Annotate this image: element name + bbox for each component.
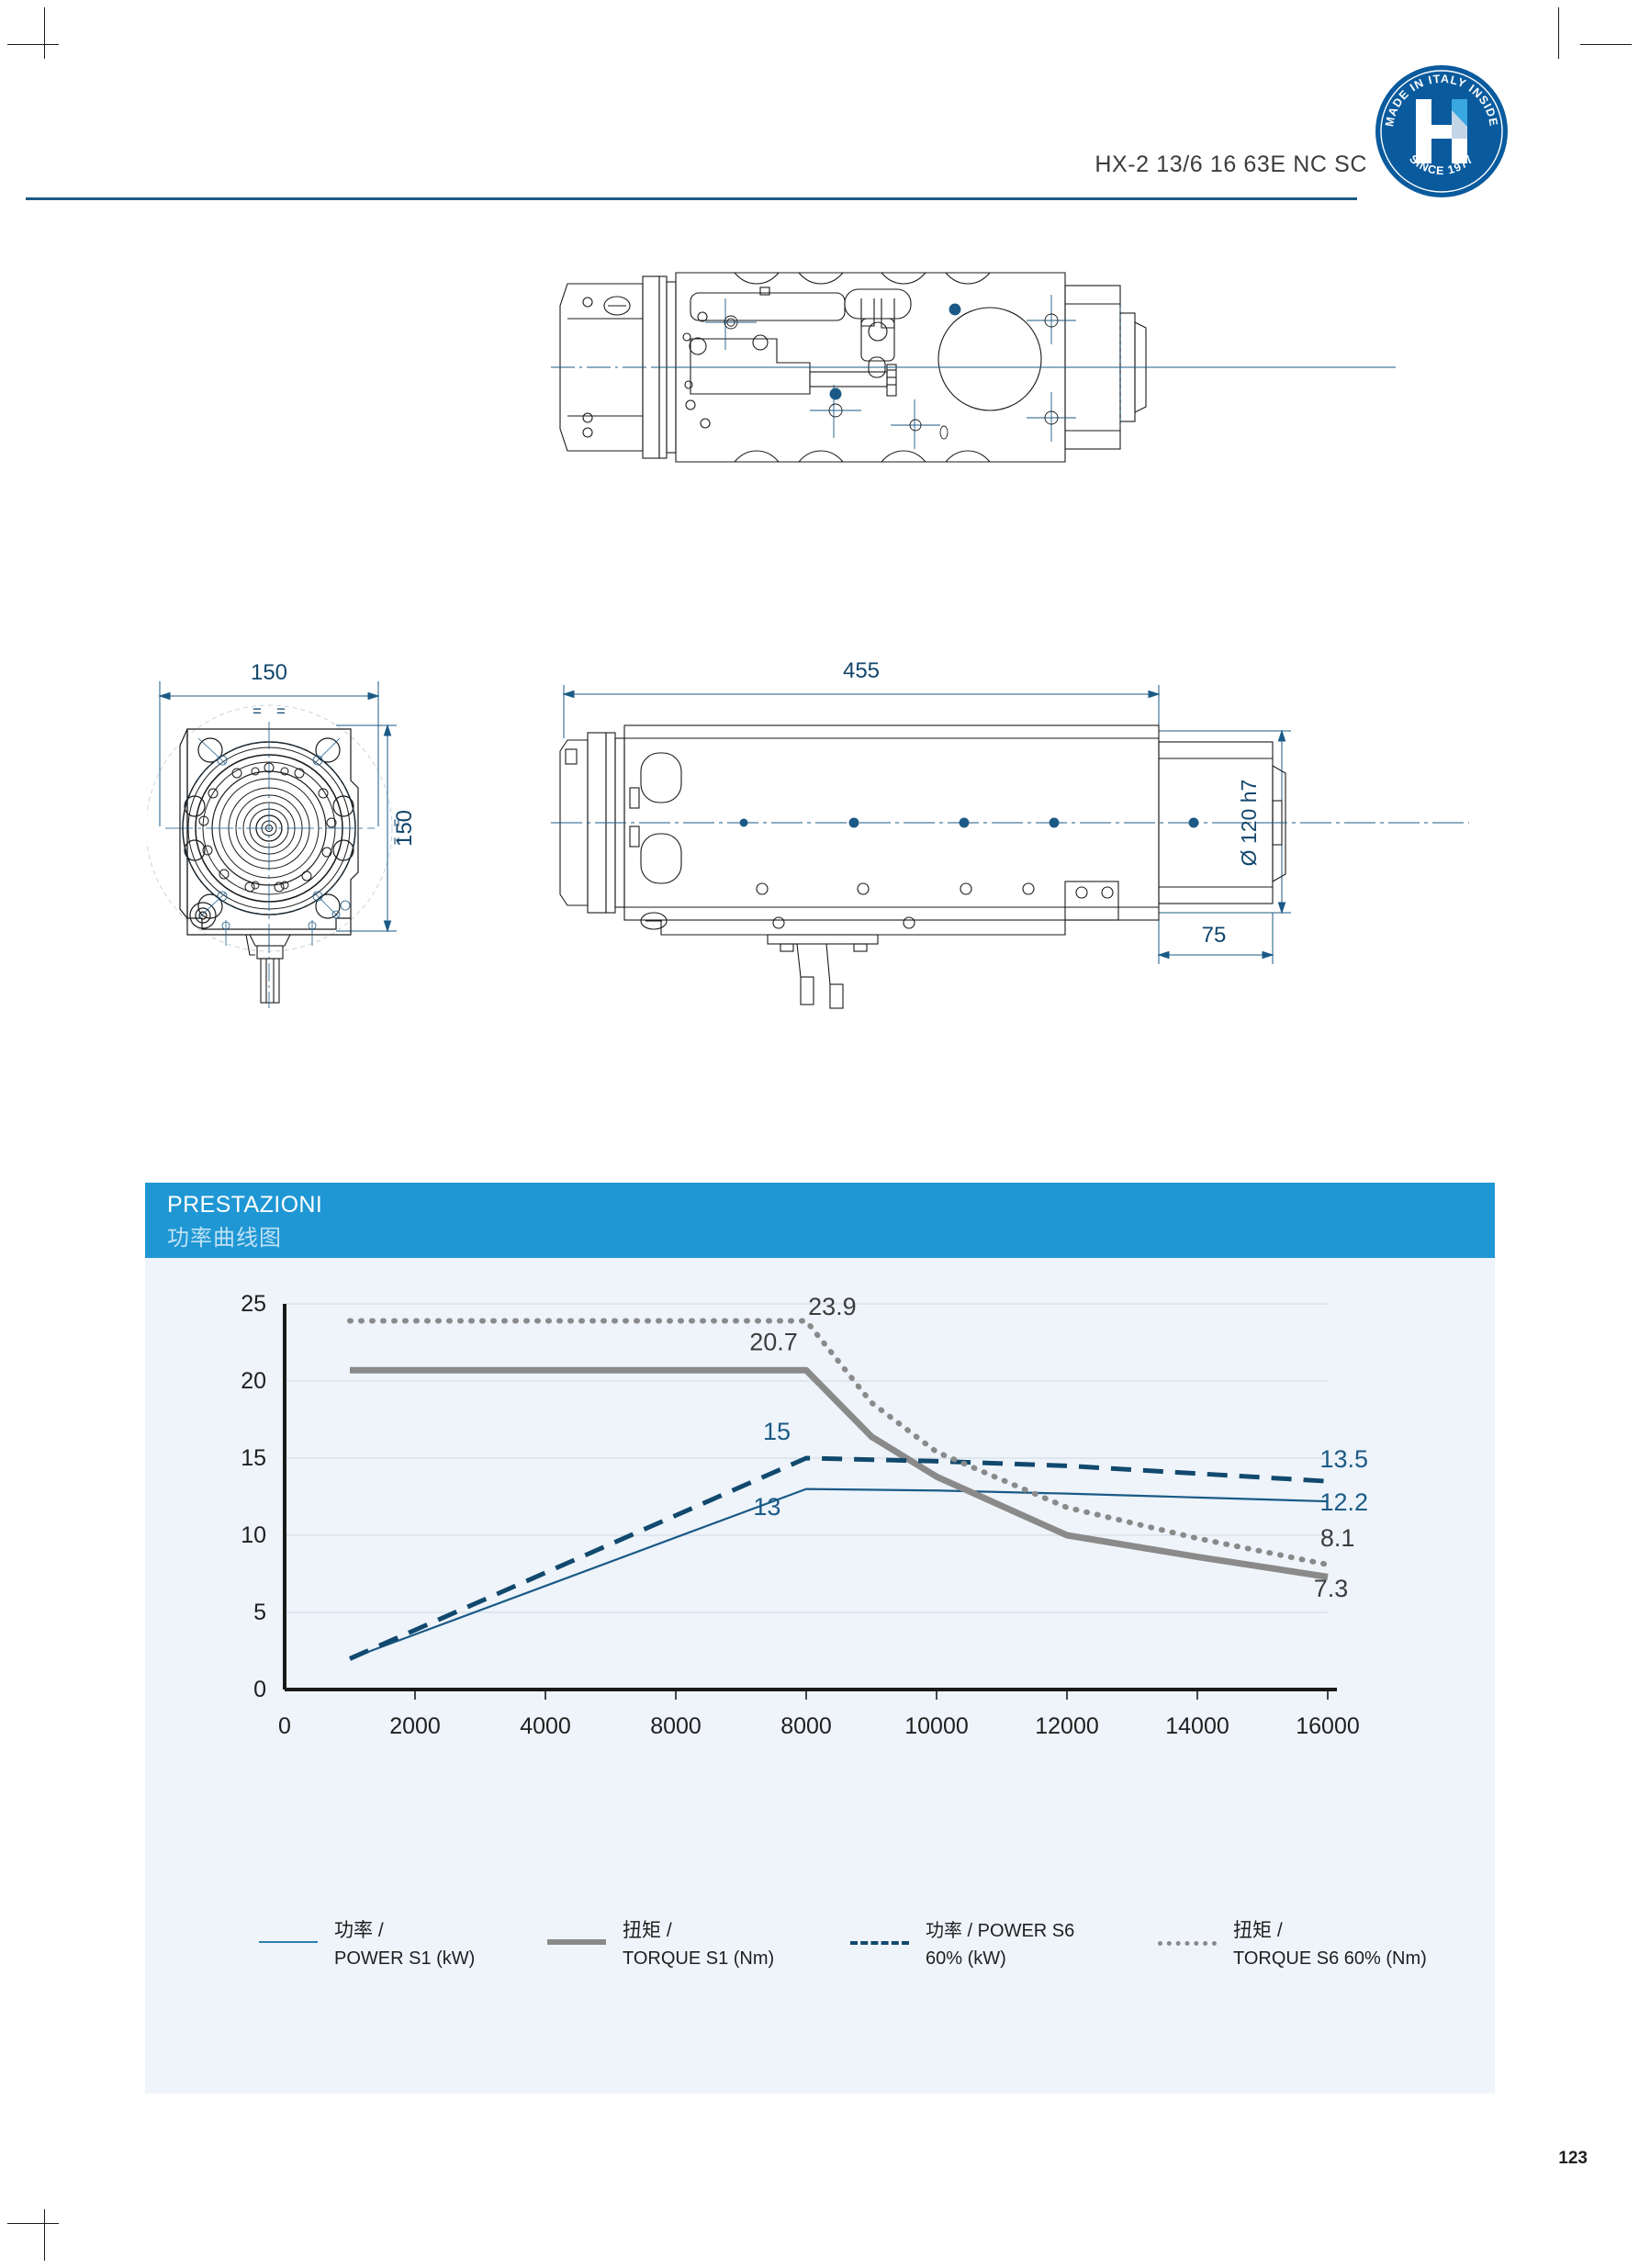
chart-series-line <box>349 1488 1329 1660</box>
chart-value-label: 8.1 <box>1320 1524 1355 1552</box>
performance-panel: PRESTAZIONI 功率曲线图 0 5 10 15 20 25 0 2000 4000 800… <box>145 1183 1495 2094</box>
chart-value-label: 15 <box>763 1418 791 1445</box>
legend-label-en-3: TORQUE S6 60% (Nm) <box>1233 1948 1427 1969</box>
x-tick-label: 0 <box>278 1713 291 1739</box>
performance-title-it: PRESTAZIONI <box>167 1192 323 1218</box>
spindle-top-section-view <box>551 262 1396 473</box>
chart-value-label: 13 <box>753 1493 780 1521</box>
sym-mark-left: = <box>253 702 262 720</box>
x-tick-label: 8000 <box>780 1713 832 1739</box>
sym-mark-v-top: = <box>389 818 405 826</box>
y-tick-label: 10 <box>241 1522 266 1548</box>
crop-mark-bottom-left-v <box>44 2209 45 2261</box>
chart-value-label: 13.5 <box>1319 1445 1368 1473</box>
chart-value-label: 23.9 <box>808 1293 857 1320</box>
legend-label-en-2: 60% (kW) <box>926 1948 1006 1969</box>
legend-item-power-s1: 功率 / POWER S1 (kW) <box>259 1917 553 1982</box>
chart-value-label: 7.3 <box>1314 1575 1349 1602</box>
y-tick-label: 25 <box>241 1291 266 1317</box>
sym-mark-right: = <box>276 702 286 720</box>
chart-series-line <box>347 1318 1330 1567</box>
crop-mark-bottom-left-h <box>7 2223 59 2224</box>
chart-legend: 功率 / POWER S1 (kW) 扭矩 / TORQUE S1 (Nm) 功… <box>162 1917 1484 1991</box>
legend-label-cn-1: 扭矩 / <box>623 1920 672 1941</box>
header-rule <box>26 197 1357 200</box>
chart-series-line <box>348 1455 1329 1661</box>
y-tick-label: 5 <box>253 1600 266 1625</box>
chart-value-label: 20.7 <box>749 1328 798 1355</box>
legend-label-en-0: POWER S1 (kW) <box>334 1948 476 1969</box>
made-in-italy-badge: MADE IN ITALY INSIDE SINCE 1977 <box>1373 62 1510 200</box>
x-tick-label: 14000 <box>1165 1713 1229 1739</box>
crop-mark-top-right-h <box>1580 44 1632 45</box>
page-title: HX-2 13/6 16 63E NC SC <box>1095 152 1367 177</box>
legend-item-torque-s6: 扭矩 / TORQUE S6 60% (Nm) <box>1158 1917 1488 1982</box>
crop-mark-top-left-v <box>44 7 45 59</box>
dim-nose-length: 75 <box>1202 923 1227 948</box>
x-tick-label: 16000 <box>1296 1713 1360 1739</box>
legend-swatch-torque-s1 <box>547 1939 606 1945</box>
crop-mark-top-left-h <box>7 44 59 45</box>
y-tick-label: 0 <box>253 1677 266 1702</box>
x-tick-label: 12000 <box>1035 1713 1099 1739</box>
dim-front-height: 150 <box>392 810 417 847</box>
x-tick-label: 8000 <box>650 1713 702 1739</box>
x-tick-label: 10000 <box>904 1713 969 1739</box>
page-number: 123 <box>1558 2149 1588 2168</box>
spindle-front-view: 150 = = 150 = = <box>147 643 514 1083</box>
legend-swatch-power-s1 <box>259 1941 318 1945</box>
legend-item-power-s6: 功率 / POWER S6 60% (kW) <box>850 1917 1181 1982</box>
legend-swatch-torque-s6 <box>1158 1941 1217 1946</box>
chart-series-line <box>350 1366 1329 1580</box>
legend-swatch-power-s6 <box>850 1941 909 1945</box>
y-tick-label: 20 <box>241 1368 266 1394</box>
y-tick-label: 15 <box>241 1445 266 1471</box>
dim-front-width: 150 <box>251 660 287 685</box>
legend-label-en-1: TORQUE S1 (Nm) <box>623 1948 775 1969</box>
legend-item-torque-s1: 扭矩 / TORQUE S1 (Nm) <box>547 1917 859 1982</box>
performance-title-cn: 功率曲线图 <box>167 1226 282 1251</box>
legend-label-cn-0: 功率 / <box>334 1920 384 1941</box>
legend-label-cn-3: 扭矩 / <box>1233 1920 1283 1941</box>
chart-value-label: 12.2 <box>1319 1488 1368 1516</box>
crop-mark-top-right-v <box>1558 7 1559 59</box>
x-tick-label: 4000 <box>520 1713 571 1739</box>
legend-label-cn-2: 功率 / POWER S6 <box>926 1921 1075 1941</box>
performance-chart: 0 5 10 15 20 25 0 2000 4000 8000 8000 10000 12000 140… <box>145 1258 1495 2094</box>
dim-side-length: 455 <box>843 658 880 683</box>
sym-mark-v-bot: = <box>389 836 405 845</box>
performance-header: PRESTAZIONI 功率曲线图 <box>145 1183 1495 1258</box>
spindle-side-view: 455 Ø 120 h7 75 <box>551 643 1469 1028</box>
x-tick-label: 2000 <box>389 1713 441 1739</box>
